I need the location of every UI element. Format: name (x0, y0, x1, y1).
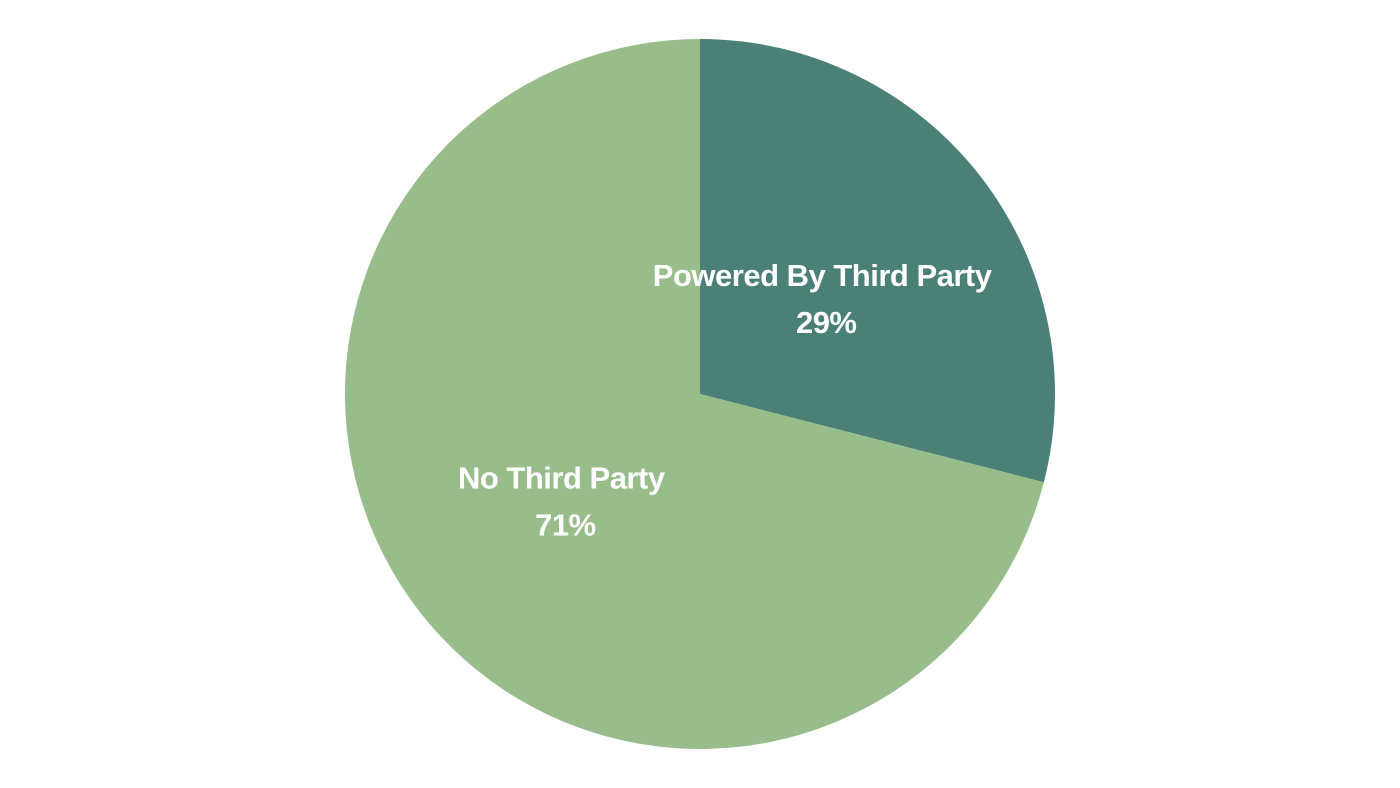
pie-slices (345, 38, 1055, 749)
slice-value-powered-by-third-party: 29% (796, 305, 857, 340)
pie-slice-powered-by-third-party (700, 39, 1055, 483)
slice-label-no-third-party: No Third Party 71% (458, 460, 673, 542)
slice-label-powered-by-third-party: Powered By Third Party 29% (653, 258, 1000, 340)
slice-name-powered-by-third-party: Powered By Third Party (653, 258, 993, 293)
pie-labels: Powered By Third Party 29% No Third Part… (458, 258, 1000, 542)
pie-slice-no-third-party (345, 38, 1044, 749)
slice-name-no-third-party: No Third Party (458, 460, 666, 495)
slice-value-no-third-party: 71% (535, 507, 596, 542)
